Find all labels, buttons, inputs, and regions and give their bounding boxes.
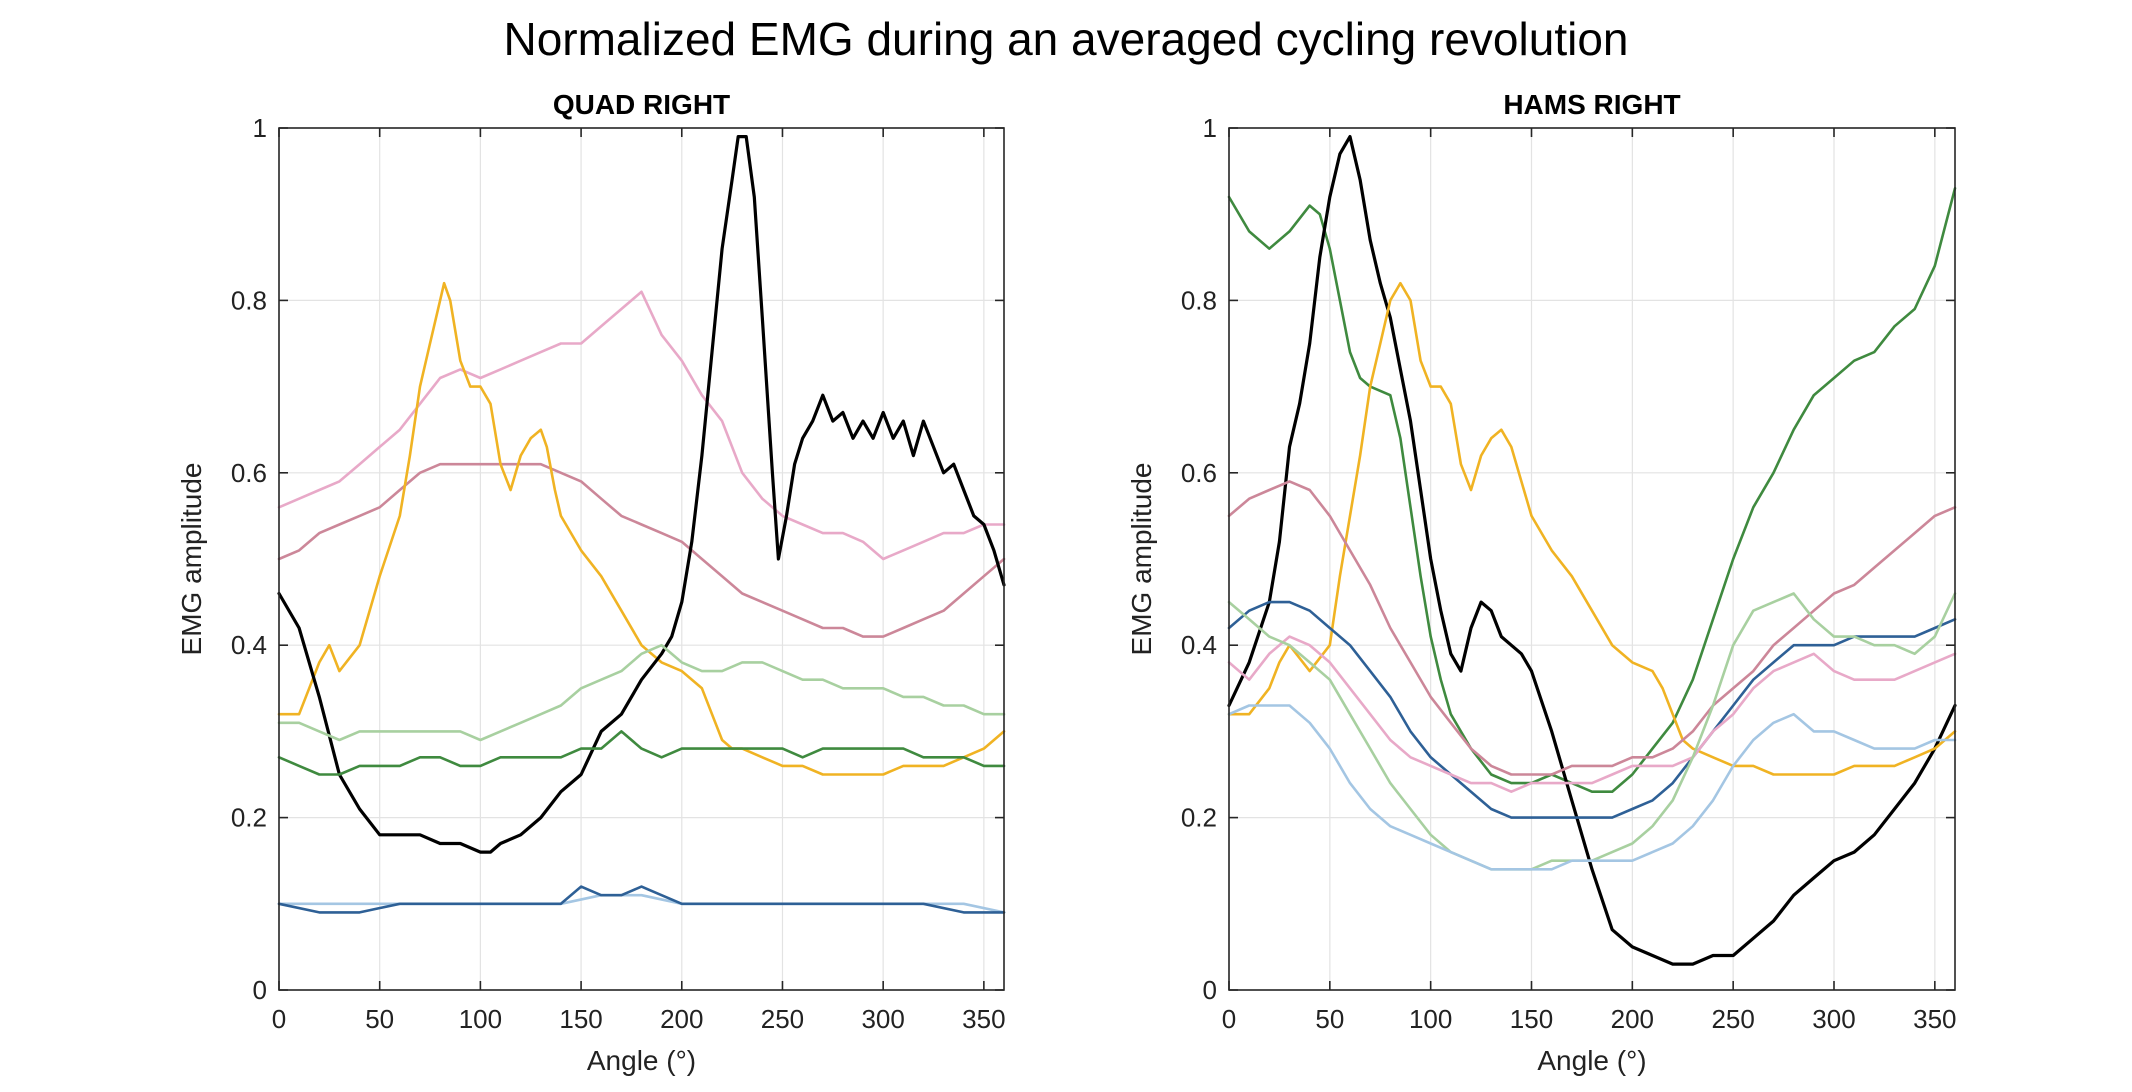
y-tick-label: 0.8: [1181, 285, 1217, 315]
x-axis-title: Angle (°): [1537, 1045, 1646, 1076]
x-tick-label: 300: [1812, 1004, 1855, 1034]
x-tick-label: 50: [1315, 1004, 1344, 1034]
x-tick-label: 100: [1409, 1004, 1452, 1034]
x-tick-label: 150: [559, 1004, 602, 1034]
x-tick-label: 300: [861, 1004, 904, 1034]
y-tick-label: 0.2: [231, 803, 267, 833]
panel-title-hams: HAMS RIGHT: [1503, 89, 1680, 120]
x-tick-label: 150: [1510, 1004, 1553, 1034]
panel-quad-right: 0 50 100 150 200 250 300 350 0 0.2 0.4 0.6 0.8 1 QUAD …: [176, 89, 1006, 1076]
series-line-8: [279, 887, 1004, 913]
series-line-5: [279, 645, 1004, 740]
x-tick-label: 250: [761, 1004, 804, 1034]
series-line-5: [1229, 602, 1955, 818]
axes-box: [279, 128, 1004, 990]
x-tick-label: 50: [365, 1004, 394, 1034]
y-tick-label: 0: [1203, 975, 1217, 1005]
series-line-1: [1229, 188, 1955, 791]
panel-hams-right: 0 50 100 150 200 250 300 350 0 0.2 0.4 0.6 0.8 1 HAMS …: [1126, 89, 1957, 1076]
series-line-4: [279, 137, 1004, 853]
x-tick-label: 200: [1611, 1004, 1654, 1034]
x-tick-label: 0: [1222, 1004, 1236, 1034]
series-line-8: [1229, 706, 1955, 870]
y-tick-label: 0.4: [231, 630, 267, 660]
y-tick-label: 0.6: [231, 458, 267, 488]
series-line-1: [279, 292, 1004, 559]
x-tick-label: 0: [272, 1004, 286, 1034]
y-axis-title: EMG amplitude: [176, 463, 207, 656]
series-line-2: [1229, 137, 1955, 965]
y-tick-label: 0.8: [231, 285, 267, 315]
x-tick-label: 350: [962, 1004, 1005, 1034]
x-tick-label: 200: [660, 1004, 703, 1034]
x-tick-label: 100: [459, 1004, 502, 1034]
y-axis-title: EMG amplitude: [1126, 463, 1157, 656]
x-tick-label: 350: [1913, 1004, 1956, 1034]
y-tick-label: 1: [253, 113, 267, 143]
y-tick-label: 0.2: [1181, 803, 1217, 833]
y-tick-label: 1: [1203, 113, 1217, 143]
panel-title-quad: QUAD RIGHT: [553, 89, 730, 120]
y-tick-label: 0.6: [1181, 458, 1217, 488]
y-tick-label: 0: [253, 975, 267, 1005]
series-line-3: [279, 283, 1004, 774]
x-tick-label: 250: [1711, 1004, 1754, 1034]
y-tick-label: 0.4: [1181, 630, 1217, 660]
series-line-4: [1229, 481, 1955, 774]
x-axis-title: Angle (°): [587, 1045, 696, 1076]
